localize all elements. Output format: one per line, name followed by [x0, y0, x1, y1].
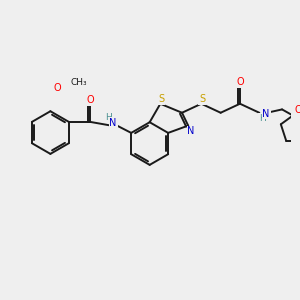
Text: N: N	[262, 109, 270, 119]
Text: H: H	[105, 113, 112, 122]
Text: S: S	[199, 94, 206, 104]
Text: N: N	[110, 118, 117, 128]
Text: O: O	[236, 77, 244, 87]
Text: O: O	[54, 83, 62, 93]
Text: CH₃: CH₃	[71, 78, 87, 87]
Text: S: S	[158, 94, 164, 104]
Text: O: O	[295, 105, 300, 116]
Text: N: N	[188, 126, 195, 136]
Text: O: O	[86, 95, 94, 105]
Text: H: H	[259, 114, 266, 123]
